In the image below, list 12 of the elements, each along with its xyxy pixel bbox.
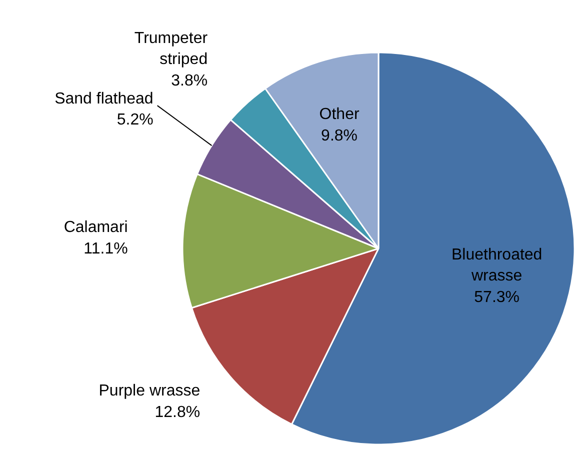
slice-label: Purple wrasse [98,382,200,400]
slice-label: Sand flathead [54,90,154,108]
data-label: 3.8% [171,72,208,90]
slice-label: Calamari [64,219,128,236]
data-label: 9.8% [321,127,358,144]
slice-label: Trumpeter striped [134,30,208,68]
slice-label: Bluethroated wrasse [451,246,542,285]
data-label: 57.3% [474,288,520,306]
data-label: 5.2% [116,112,154,129]
data-label: 11.1% [84,240,128,258]
data-label: 12.8% [154,404,200,421]
slice-label: Other [319,106,360,124]
